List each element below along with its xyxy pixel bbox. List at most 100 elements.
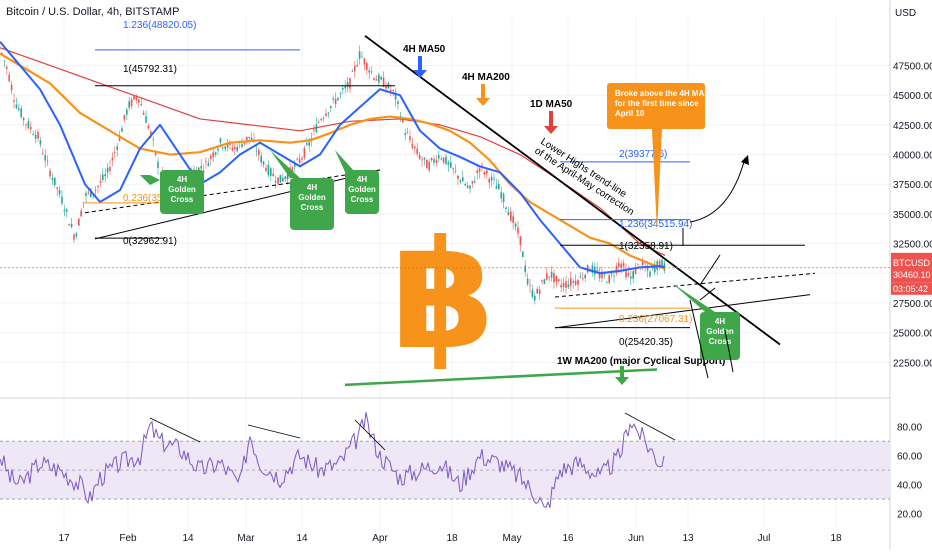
candle-body <box>6 66 8 69</box>
candle-body <box>106 167 109 173</box>
candle-body <box>142 112 145 115</box>
candle-body <box>231 147 234 151</box>
y-tick-label: 40000.00 <box>893 151 932 162</box>
candle-body <box>510 211 512 221</box>
candle-body <box>478 168 481 172</box>
candle-body <box>296 158 298 160</box>
fib-level-label: 0(25420.35) <box>619 337 673 348</box>
candle-body <box>150 131 152 135</box>
candle-body <box>34 134 37 139</box>
candle-body <box>30 127 32 130</box>
candle-body <box>85 192 87 197</box>
rsi-divergence-line <box>247 424 301 439</box>
candle-body <box>152 139 154 141</box>
candle-body <box>361 56 363 58</box>
y-tick-label: 22500.00 <box>893 358 932 369</box>
candle-body <box>649 271 651 277</box>
projection-arrow <box>689 299 709 379</box>
candle-body <box>236 146 238 152</box>
label-1w-ma200: 1W MA200 (major Cyclical Support) <box>557 356 725 367</box>
candle-body <box>534 295 536 301</box>
arrow-4h-ma50-head <box>413 70 427 78</box>
candle-body <box>505 207 507 209</box>
candle-body <box>327 112 330 114</box>
x-tick-label: Jun <box>628 533 644 544</box>
candle-body <box>320 118 322 121</box>
price-tag-symbol: BTCUSD <box>893 258 931 268</box>
candle-body <box>274 180 277 183</box>
rsi-line <box>0 412 665 509</box>
candle-body <box>366 62 368 71</box>
candle-body <box>536 288 538 294</box>
x-tick-label: Apr <box>372 533 388 544</box>
rsi-y-tick-label: 60.00 <box>897 452 922 463</box>
chart-title: Bitcoin / U.S. Dollar, 4h, BITSTAMP <box>6 6 180 18</box>
y-tick-label: 42500.00 <box>893 121 932 132</box>
x-tick-label: 18 <box>830 533 842 544</box>
candle-body <box>558 279 560 282</box>
candle-body <box>603 274 606 276</box>
candle-body <box>632 271 634 279</box>
x-tick-label: Mar <box>237 533 255 544</box>
candle-body <box>97 185 99 187</box>
support-trendline-dashed-2 <box>554 272 816 298</box>
rsi-divergence-line <box>354 419 386 451</box>
fib-level-label: 0(32962.91) <box>123 236 177 247</box>
candle-body <box>394 92 397 100</box>
candle-body <box>118 135 121 141</box>
candle-body <box>404 133 406 136</box>
candle-body <box>433 159 435 163</box>
candle-body <box>342 87 344 90</box>
callout-pointer <box>652 129 662 232</box>
candle-body <box>284 176 286 179</box>
projection-arrow <box>699 254 721 286</box>
rsi-divergence-line <box>624 412 676 441</box>
candle-body <box>421 159 423 161</box>
candle-body <box>654 266 656 273</box>
fib-level-label: 1(45792.31) <box>123 64 177 75</box>
candle-body <box>255 150 258 152</box>
y-tick-label: 45000.00 <box>893 91 932 102</box>
candle-body <box>454 170 457 172</box>
candle-body <box>27 121 30 129</box>
candle-body <box>548 276 550 278</box>
candle-body <box>390 90 392 92</box>
candle-body <box>606 282 608 284</box>
candle-body <box>200 166 202 169</box>
candle-body <box>661 259 663 266</box>
candle-body <box>315 124 318 133</box>
candle-body <box>138 99 140 103</box>
candle-body <box>567 284 570 288</box>
candle-body <box>457 175 459 179</box>
candle-body <box>135 97 138 100</box>
gc-pointer <box>270 150 300 178</box>
candle-body <box>464 184 466 186</box>
x-tick-label: 17 <box>58 533 70 544</box>
candle-body <box>226 142 229 148</box>
candle-body <box>430 158 433 161</box>
label-4h-ma200: 4H MA200 <box>462 72 510 83</box>
rsi-y-tick-label: 20.00 <box>897 510 922 521</box>
candle-body <box>591 265 594 273</box>
lower-highs-trendline <box>364 35 781 346</box>
candle-body <box>574 280 577 285</box>
candle-body <box>109 167 111 171</box>
candle-body <box>622 262 625 267</box>
candle-body <box>543 279 546 284</box>
candle-body <box>351 71 354 72</box>
candle-body <box>140 104 142 106</box>
candle-body <box>241 143 243 148</box>
candle-body <box>462 177 464 182</box>
candle-body <box>267 164 270 176</box>
candle-body <box>490 176 493 181</box>
candle-body <box>658 260 661 266</box>
label-4h-ma50: 4H MA50 <box>403 44 446 55</box>
candle-body <box>22 117 25 121</box>
candle-body <box>42 153 44 155</box>
golden-cross-box <box>345 170 379 214</box>
candle-body <box>73 234 75 240</box>
y-tick-label: 27500.00 <box>893 299 932 310</box>
candle-body <box>87 191 90 193</box>
candle-body <box>495 185 498 189</box>
